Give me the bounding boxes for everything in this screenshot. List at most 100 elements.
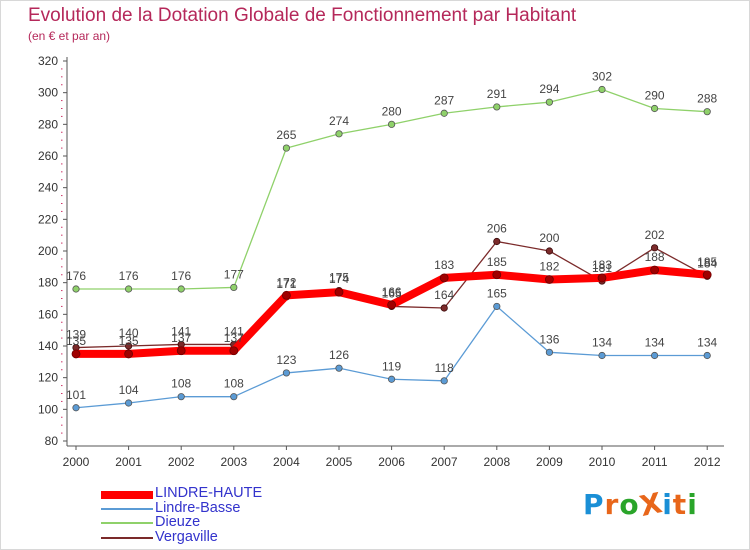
data-point	[177, 393, 185, 401]
x-tick-label: 2009	[536, 455, 563, 469]
y-tick-label: 320	[38, 54, 58, 68]
legend-swatch	[101, 536, 153, 539]
data-label: 184	[697, 256, 717, 270]
chart-lines	[71, 85, 712, 412]
data-point	[702, 270, 712, 280]
data-point	[177, 285, 185, 293]
chart-title: Evolution de la Dotation Globale de Fonc…	[28, 5, 577, 26]
data-label: 134	[697, 336, 717, 350]
data-label: 202	[645, 228, 665, 242]
data-label: 287	[434, 93, 454, 107]
data-point	[176, 346, 186, 356]
data-label: 119	[382, 359, 401, 373]
data-label: 140	[119, 326, 139, 340]
y-tick-label: 120	[38, 371, 58, 385]
data-point	[282, 369, 290, 377]
data-label: 265	[276, 128, 296, 142]
data-point	[440, 304, 448, 312]
data-label: 200	[539, 231, 559, 245]
y-tick-label: 160	[38, 307, 58, 321]
data-label: 135	[119, 334, 139, 348]
data-label: 290	[645, 89, 665, 103]
data-label: 280	[382, 104, 402, 118]
y-tick-label: 300	[38, 86, 58, 100]
y-tick-label: 140	[38, 339, 58, 353]
data-label: 137	[224, 331, 244, 345]
data-point	[545, 98, 554, 106]
data-label: 136	[539, 332, 559, 346]
legend-swatch	[101, 491, 153, 499]
y-tick-label: 280	[38, 117, 58, 131]
data-point	[282, 144, 290, 152]
data-label: 174	[329, 272, 349, 286]
data-point	[493, 237, 501, 246]
y-tick-label: 220	[38, 212, 58, 226]
logo-letter: i	[687, 488, 698, 521]
data-point	[703, 351, 711, 360]
data-point	[72, 285, 80, 293]
data-label: 183	[592, 258, 612, 272]
data-point	[387, 120, 396, 128]
data-label: 139	[66, 328, 86, 342]
legend-swatch	[101, 522, 153, 524]
data-label: 166	[382, 285, 402, 299]
data-label: 164	[434, 288, 454, 302]
chart-data-labels: 101 104 108 108 123 126 119 118 165 136 134 134 134 1…	[66, 70, 718, 402]
data-label: 165	[487, 286, 507, 300]
x-tick-label: 2012	[694, 455, 721, 469]
data-point	[650, 104, 659, 113]
x-tick-label: 2001	[115, 455, 142, 469]
data-point	[440, 109, 448, 117]
data-label: 288	[697, 92, 717, 106]
data-label: 294	[539, 82, 559, 96]
x-tick-label: 2000	[63, 455, 90, 469]
data-label: 108	[224, 377, 244, 391]
data-label: 185	[697, 255, 717, 269]
legend-label: Lindre-Basse	[155, 499, 241, 516]
data-point	[335, 130, 343, 138]
data-label: 134	[645, 336, 665, 350]
series-line-lindre-basse	[75, 305, 708, 409]
x-tick-label: 2002	[168, 455, 195, 469]
data-label: 183	[434, 258, 454, 272]
data-point	[650, 265, 659, 275]
data-point	[387, 300, 397, 310]
data-point	[124, 349, 133, 359]
logo-letter: P	[583, 488, 605, 521]
legend-swatch	[101, 507, 153, 510]
data-point	[72, 404, 80, 412]
data-label: 141	[224, 324, 244, 338]
data-point	[230, 283, 238, 292]
x-tick-label: 2008	[483, 455, 510, 469]
chart-axes: 80 100 120 140 160 180 200 220 240 260 280 300 320 20…	[38, 54, 724, 469]
data-label: 118	[435, 361, 454, 375]
data-label: 172	[276, 275, 296, 289]
data-label: 104	[119, 383, 139, 397]
legend-label: Vergaville	[155, 528, 218, 545]
data-label: 141	[171, 324, 191, 338]
data-point	[125, 399, 133, 407]
data-point	[598, 85, 606, 94]
data-point	[230, 393, 238, 401]
series-line-dieuze	[75, 88, 708, 290]
y-tick-label: 200	[38, 244, 58, 258]
data-label: 188	[645, 250, 665, 264]
y-tick-label: 80	[45, 434, 59, 448]
data-label: 176	[66, 269, 86, 283]
chart-subtitle: (en € et par an)	[28, 29, 111, 43]
data-label: 177	[224, 267, 244, 281]
x-tick-label: 2005	[326, 455, 353, 469]
data-label: 126	[329, 348, 349, 362]
data-point	[703, 108, 711, 116]
data-label: 134	[592, 336, 612, 350]
legend-label: LINDRE-HAUTE	[155, 485, 263, 501]
data-label: 176	[171, 269, 191, 283]
y-tick-label: 260	[38, 149, 58, 163]
logo-letter: o	[619, 488, 640, 521]
data-point	[545, 348, 554, 356]
data-point	[387, 375, 396, 383]
logo-letter: t	[672, 488, 688, 521]
data-point	[598, 351, 606, 360]
